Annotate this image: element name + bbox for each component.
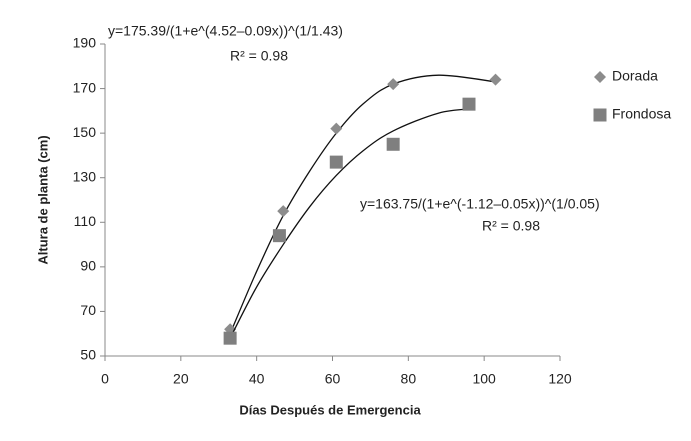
y-tick-label: 130 <box>73 168 97 184</box>
y-axis-title: Altura de planta (cm) <box>35 135 50 264</box>
x-tick-label: 120 <box>548 371 572 387</box>
annotation: y=175.39/(1+e^(4.52–0.09x))^(1/1.43) <box>108 23 343 39</box>
point <box>272 229 286 243</box>
annotation: R² = 0.98 <box>482 218 540 234</box>
x-axis-title: Días Después de Emergencia <box>239 402 421 417</box>
y-tick-label: 150 <box>73 124 97 140</box>
legend-marker <box>593 108 607 122</box>
legend-label: Dorada <box>612 68 658 84</box>
x-tick-label: 20 <box>173 371 189 387</box>
point <box>277 205 290 218</box>
x-tick-label: 40 <box>249 371 265 387</box>
point <box>223 331 237 345</box>
point <box>489 73 502 86</box>
y-tick-label: 170 <box>73 79 97 95</box>
point <box>387 78 400 91</box>
annotation: y=163.75/(1+e^(-1.12–0.05x))^(1/0.05) <box>360 196 600 212</box>
point <box>329 155 343 169</box>
x-tick-label: 60 <box>325 371 341 387</box>
y-tick-label: 50 <box>80 347 96 363</box>
y-tick-label: 70 <box>80 302 96 318</box>
legend-label: Frondosa <box>612 106 671 122</box>
point <box>330 122 343 135</box>
x-tick-label: 80 <box>401 371 417 387</box>
y-tick-label: 110 <box>74 213 97 229</box>
point <box>386 137 400 151</box>
x-tick-label: 0 <box>101 371 109 387</box>
y-tick-label: 90 <box>80 258 96 274</box>
x-tick-label: 100 <box>472 371 496 387</box>
legend-marker <box>594 71 606 83</box>
trend-line <box>229 107 473 339</box>
y-tick-label: 190 <box>73 35 97 51</box>
annotation: R² = 0.98 <box>230 48 288 64</box>
point <box>462 97 476 111</box>
